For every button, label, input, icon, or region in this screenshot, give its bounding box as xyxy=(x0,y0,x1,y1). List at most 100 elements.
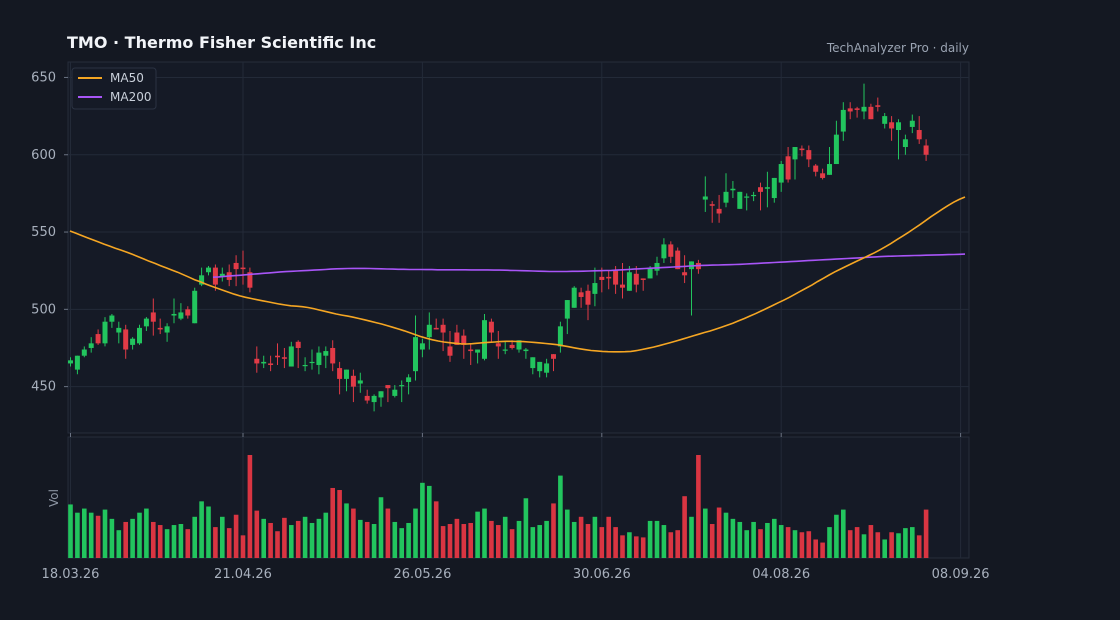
candle xyxy=(468,343,474,365)
volume-bar xyxy=(351,508,356,558)
candle xyxy=(275,343,280,365)
candle xyxy=(702,176,708,212)
candle-body xyxy=(827,164,832,175)
candle-body xyxy=(364,395,370,401)
candle-body xyxy=(551,354,556,359)
candle xyxy=(475,349,481,364)
candle-body xyxy=(875,105,881,107)
candle-body xyxy=(820,173,826,178)
volume-bar xyxy=(164,529,170,558)
volume-bar xyxy=(896,533,901,558)
volume-bar xyxy=(123,521,128,558)
candle-body xyxy=(419,343,425,350)
volume-bar xyxy=(723,512,729,558)
candle xyxy=(806,145,812,168)
candle-body xyxy=(544,363,550,373)
volume-bar xyxy=(799,532,805,558)
candle xyxy=(288,341,294,367)
candle xyxy=(371,394,377,412)
volume-bar xyxy=(841,509,846,558)
candle xyxy=(523,347,529,359)
volume-bar xyxy=(254,510,260,558)
volume-bar xyxy=(620,535,625,558)
candle xyxy=(240,250,246,285)
candle-body xyxy=(247,272,253,288)
candle-body xyxy=(523,349,529,352)
candle xyxy=(406,374,412,395)
candle-body xyxy=(585,290,591,305)
candle xyxy=(247,267,253,293)
volume-bar xyxy=(889,532,894,558)
volume-bar xyxy=(130,518,135,558)
volume-bar xyxy=(592,516,598,558)
candle xyxy=(709,201,715,223)
candle xyxy=(861,83,867,120)
candle xyxy=(771,177,777,203)
candle-body xyxy=(806,150,812,160)
volume-bar xyxy=(344,503,349,558)
candle xyxy=(820,168,826,180)
candle xyxy=(730,181,736,199)
candle xyxy=(682,255,688,284)
volume-bar xyxy=(813,539,818,558)
volume-bar xyxy=(475,511,480,558)
volume-bar xyxy=(530,527,536,558)
candle xyxy=(488,318,494,342)
candle-body xyxy=(592,283,598,294)
candle xyxy=(309,349,315,370)
volume-bar xyxy=(275,531,280,558)
candle xyxy=(357,372,363,393)
candle-body xyxy=(192,290,198,324)
candle xyxy=(537,361,543,378)
volume-bar xyxy=(385,508,391,558)
candle-body xyxy=(461,335,467,345)
candle-body xyxy=(261,361,267,364)
volume-bar xyxy=(558,475,563,558)
volume-bar xyxy=(88,512,94,558)
candle-body xyxy=(440,324,446,333)
candle-body xyxy=(516,340,522,350)
candle-body xyxy=(557,326,563,347)
candle-body xyxy=(240,267,246,270)
ma200-line xyxy=(212,253,966,278)
volume-bar xyxy=(730,518,736,558)
candle xyxy=(433,318,439,330)
candle-body xyxy=(723,191,729,203)
candle xyxy=(116,321,122,344)
volume-bar xyxy=(151,521,156,558)
volume-bar xyxy=(682,496,687,558)
volume-bar xyxy=(337,490,342,558)
volume-bar xyxy=(903,528,908,558)
candle-body xyxy=(564,300,570,319)
candle xyxy=(81,346,87,358)
volume-bar xyxy=(696,455,701,558)
candle-body xyxy=(909,120,915,127)
candle-body xyxy=(454,332,460,345)
data-source-label: TechAnalyzer Pro · daily xyxy=(826,41,969,55)
candle xyxy=(530,357,536,375)
candle xyxy=(413,315,418,381)
volume-bar xyxy=(75,512,80,558)
volume-bar xyxy=(661,525,667,558)
volume-bar xyxy=(820,542,825,558)
volume-bar xyxy=(302,516,308,558)
candle-body xyxy=(682,272,688,276)
candle xyxy=(178,303,184,321)
volume-bar xyxy=(447,524,453,558)
volume-bar xyxy=(309,522,315,558)
candle xyxy=(633,266,639,293)
candle xyxy=(495,330,501,359)
candle-body xyxy=(288,346,294,367)
candle xyxy=(364,389,370,404)
volume-bar xyxy=(640,537,646,558)
volume-bar xyxy=(647,520,653,558)
candle-body xyxy=(654,262,660,271)
legend[interactable]: MA50 MA200 xyxy=(71,67,157,110)
volume-bar xyxy=(116,530,122,558)
candle-body xyxy=(778,164,784,183)
candle-body xyxy=(268,363,274,365)
candle xyxy=(281,347,287,369)
volume-bar xyxy=(413,508,418,558)
candle-body xyxy=(199,275,205,285)
candle-body xyxy=(281,357,287,359)
